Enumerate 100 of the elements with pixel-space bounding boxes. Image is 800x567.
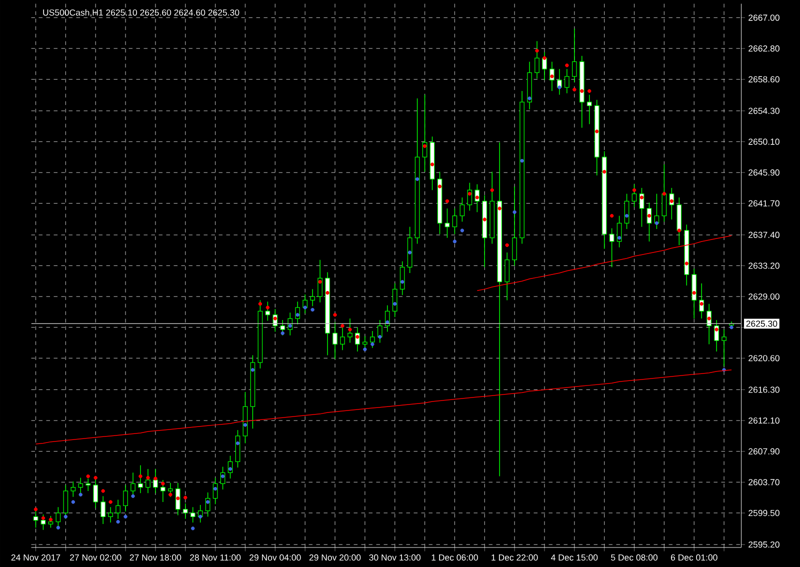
candlestick <box>160 479 166 502</box>
point <box>348 327 352 332</box>
point <box>662 192 666 196</box>
candlestick <box>310 288 315 306</box>
x-tick-label: 29 Nov 04:00 <box>250 554 301 560</box>
candlestick <box>138 464 143 494</box>
point <box>610 214 614 218</box>
point <box>452 239 457 244</box>
point <box>670 199 674 203</box>
point <box>124 514 128 518</box>
candlestick <box>586 94 592 124</box>
point <box>677 228 682 232</box>
point <box>460 228 464 232</box>
candlestick <box>452 208 458 234</box>
point <box>498 206 502 210</box>
point <box>640 195 644 200</box>
point <box>41 516 46 520</box>
point <box>34 507 38 511</box>
point <box>138 474 142 478</box>
candlestick <box>572 28 577 82</box>
y-tick-label: 2654.30 <box>748 108 780 114</box>
point <box>236 441 240 445</box>
candlestick <box>340 325 345 350</box>
point <box>580 88 584 93</box>
candlestick <box>153 468 158 494</box>
candlestick <box>130 472 136 497</box>
point <box>505 243 509 247</box>
candlestick <box>422 94 428 172</box>
candlestick <box>48 515 54 528</box>
y-tick-label: 2603.70 <box>748 478 780 486</box>
point <box>243 422 248 427</box>
candlestick <box>362 336 368 350</box>
candlestick <box>70 480 76 497</box>
point <box>363 347 367 351</box>
point <box>273 316 278 320</box>
point <box>730 325 734 329</box>
point <box>594 129 599 134</box>
point <box>184 495 188 500</box>
x-tick-label: 24 Nov 2017 <box>11 554 60 560</box>
candlestick <box>168 482 173 497</box>
x-tick-label: 29 Nov 20:00 <box>309 554 361 560</box>
point <box>154 476 158 480</box>
candlestick <box>370 330 375 348</box>
point <box>707 316 711 320</box>
point <box>220 474 225 478</box>
candlestick <box>40 514 46 530</box>
x-tick-label: 27 Nov 02:00 <box>70 554 122 560</box>
candlestick <box>280 319 286 336</box>
y-tick-label: 2633.20 <box>748 262 780 269</box>
candlestick <box>116 499 120 520</box>
point <box>602 170 606 174</box>
point <box>438 184 442 188</box>
point <box>558 85 562 90</box>
candlestick <box>108 506 113 523</box>
candlestick <box>123 484 128 512</box>
candlestick <box>63 484 68 520</box>
candlestick <box>190 506 196 523</box>
point <box>266 305 270 310</box>
x-tick-label: 1 Dec 22:00 <box>492 554 538 560</box>
point <box>318 280 322 284</box>
candlestick <box>182 502 188 520</box>
candlestick <box>348 318 352 343</box>
point <box>78 492 83 496</box>
point <box>86 474 90 478</box>
line-series <box>476 235 732 291</box>
y-tick-label: 2645.90 <box>748 169 780 176</box>
candlestick <box>632 184 637 208</box>
x-tick-label: 1 Dec 06:00 <box>432 554 478 560</box>
point <box>512 210 516 214</box>
point <box>468 192 472 196</box>
point <box>475 195 480 200</box>
point <box>326 290 330 294</box>
x-tick-label: 30 Nov 13:00 <box>369 554 421 560</box>
candlestick <box>609 228 614 268</box>
candlestick <box>56 506 61 528</box>
point <box>535 48 539 52</box>
point <box>422 144 427 148</box>
point <box>198 514 202 518</box>
point <box>392 302 397 306</box>
point <box>250 368 255 372</box>
point <box>647 214 652 218</box>
candlestick <box>534 40 540 79</box>
x-tick-label: 28 Nov 11:00 <box>190 554 241 560</box>
point <box>572 87 576 92</box>
point <box>333 312 337 317</box>
y-tick-label: 2595.20 <box>748 541 780 548</box>
point <box>206 500 210 504</box>
y-tick-label: 2620.60 <box>748 354 780 362</box>
point <box>213 486 218 490</box>
point <box>101 488 105 493</box>
point <box>108 500 112 504</box>
y-tick-label: 2616.30 <box>748 386 780 393</box>
text: US500Cash,H1 2625.10 2625.60 2624.60 2625.30 <box>43 8 240 16</box>
y-tick-label: 2667.00 <box>748 14 780 21</box>
candlestick <box>504 252 510 300</box>
point <box>303 305 307 310</box>
y-tick-label: 2637.40 <box>748 232 780 238</box>
y-tick-label: 2650.10 <box>748 138 780 145</box>
candlestick <box>332 322 338 360</box>
point <box>520 158 524 162</box>
